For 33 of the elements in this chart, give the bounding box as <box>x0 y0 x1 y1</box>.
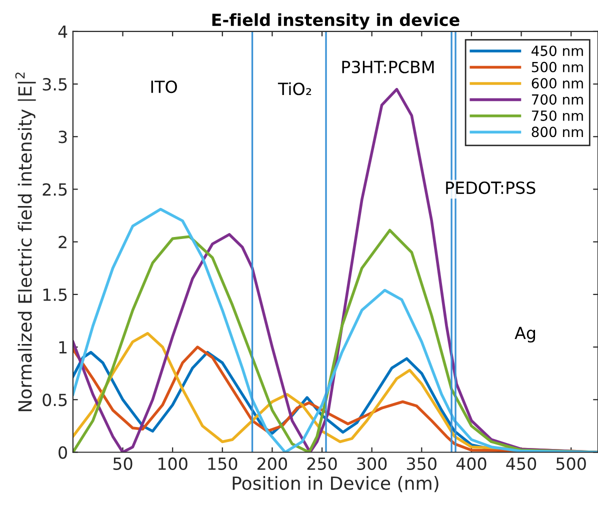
x-tick-label: 450 <box>506 457 536 470</box>
y-tick-label: 3.5 <box>42 78 67 91</box>
chart-title: E-field instensity in device <box>212 13 460 30</box>
annotation: Ag <box>514 326 536 342</box>
y-tick-label: 2.5 <box>42 183 67 196</box>
legend-label: 450 nm <box>532 46 583 56</box>
legend-label: 500 nm <box>532 62 583 72</box>
legend-label: 750 nm <box>532 110 583 121</box>
x-axis-title: Position in Device (nm) <box>232 476 438 492</box>
y-tick-label: 0 <box>58 446 67 459</box>
y-axis-title: Normalized Electric field intensity |E|$^{2}$ <box>15 72 36 412</box>
x-tick-label: 400 <box>456 457 486 470</box>
annotation: P3HT:PCBM <box>342 60 434 74</box>
y-tick-label: 1.5 <box>43 288 67 302</box>
x-tick-label: 300 <box>357 457 387 470</box>
legend-label: 800 nm <box>532 126 583 138</box>
y-tick-label: 3 <box>58 130 67 144</box>
annotation: PEDOT:PSS <box>446 181 536 194</box>
y-tick-label: 4 <box>58 26 68 38</box>
y-tick-label: 0.5 <box>42 394 67 406</box>
y-tick-label: 1 <box>59 341 67 354</box>
x-tick-label: 250 <box>307 457 337 470</box>
x-tick-label: 350 <box>407 457 436 470</box>
x-tick-label: 100 <box>158 457 188 470</box>
x-tick-label: 500 <box>556 457 586 470</box>
legend-label: 700 nm <box>532 94 583 105</box>
x-tick-label: 150 <box>208 457 238 470</box>
y-tick-label: 2 <box>58 236 66 248</box>
annotation: TiO₂ <box>278 82 312 96</box>
x-tick-label: 50 <box>113 457 132 470</box>
x-tick-label: 200 <box>258 457 288 470</box>
legend-label: 600 nm <box>532 78 583 89</box>
annotation: ITO <box>151 80 177 94</box>
